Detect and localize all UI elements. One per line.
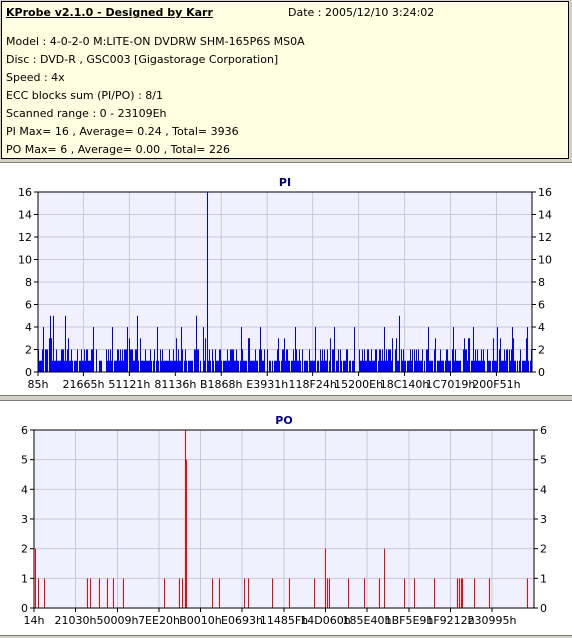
- pi-ytick-label-right: 10: [538, 254, 552, 267]
- pi-xtick-label: E3931h: [246, 378, 288, 391]
- po-xtick-label: 50009h: [97, 614, 139, 627]
- info-model: Model : 4-0-2-0 M:LITE-ON DVDRW SHM-165P…: [6, 35, 305, 48]
- pi-xtick-label: 200F51h: [472, 378, 520, 391]
- pi-xtick-label: 85h: [28, 378, 49, 391]
- pi-chart-panel: PI 0 0 2 2 4 4 6 6 8 8 10 10 12 12 14 14 16 16 85h 21665h 511…: [0, 162, 572, 396]
- pi-ytick-label-right: 4: [538, 321, 545, 334]
- po-xtick-label: E0693h: [221, 614, 263, 627]
- po-xtick-label: 230995h: [468, 614, 517, 627]
- info-po-stats: PO Max= 6 , Average= 0.00 , Total= 226: [6, 143, 230, 156]
- po-ytick-label-right: 1: [540, 572, 547, 585]
- pi-frame: [37, 191, 533, 373]
- po-xtick-label: 14D060h: [300, 614, 350, 627]
- po-xtick-label: 1BF5E9h: [385, 614, 434, 627]
- pi-title: PI: [279, 176, 291, 189]
- pi-ytick-label-right: 0: [538, 366, 545, 379]
- app-title: KProbe v2.1.0 - Designed by Karr: [6, 6, 213, 19]
- pi-ytick-label-left: 2: [25, 344, 32, 357]
- po-ytick-label-right: 6: [540, 424, 547, 437]
- po-ytick-label-right: 2: [540, 543, 547, 556]
- po-xtick-label: B0010h: [179, 614, 222, 627]
- pi-ytick-label-left: 10: [18, 254, 32, 267]
- pi-xtick-label: 21665h: [62, 378, 104, 391]
- info-ecc-sum: ECC blocks sum (PI/PO) : 8/1: [6, 89, 163, 102]
- pi-ytick-label-right: 8: [538, 276, 545, 289]
- po-xtick-label: 11485Fh: [260, 614, 308, 627]
- info-speed: Speed : 4x: [6, 71, 65, 84]
- po-ytick-label-left: 1: [21, 572, 28, 585]
- po-ytick-label-left: 6: [21, 424, 28, 437]
- po-frame: [33, 429, 535, 609]
- po-ytick-label-right: 4: [540, 483, 547, 496]
- pi-ytick-label-left: 6: [25, 299, 32, 312]
- pi-series: [38, 192, 532, 372]
- po-ytick-label-right: 0: [540, 602, 547, 615]
- pi-xtick-label: 81136h: [154, 378, 196, 391]
- po-chart-panel: PO 0 0 1 1 2 2 3 3 4 4 5 5 6 6 14h 21030h 50009h 7EE20h B00…: [0, 400, 572, 636]
- po-xtick-label: 21030h: [55, 614, 97, 627]
- pi-ytick-label-left: 16: [18, 186, 32, 199]
- po-xtick-label: 185E40h: [343, 614, 392, 627]
- po-xtick-label: 7EE20h: [138, 614, 180, 627]
- po-title: PO: [275, 414, 292, 427]
- pi-xtick-label: B1868h: [200, 378, 243, 391]
- pi-xtick-label: 51121h: [108, 378, 150, 391]
- pi-ytick-label-right: 6: [538, 299, 545, 312]
- info-disc: Disc : DVD-R , GSC003 [Gigastorage Corpo…: [6, 53, 279, 66]
- po-ytick-label-right: 5: [540, 454, 547, 467]
- pi-ytick-label-left: 12: [18, 231, 32, 244]
- po-xtick-label: 1F9212h: [426, 614, 474, 627]
- info-pi-stats: PI Max= 16 , Average= 0.24 , Total= 3936: [6, 125, 239, 138]
- pi-ytick-label-left: 14: [18, 209, 32, 222]
- info-panel: KProbe v2.1.0 - Designed by Karr Date : …: [1, 1, 569, 159]
- pi-ytick-label-left: 8: [25, 276, 32, 289]
- info-scanned-range: Scanned range : 0 - 23109Eh: [6, 107, 167, 120]
- po-series: [35, 430, 528, 608]
- scan-date: Date : 2005/12/10 3:24:02: [288, 6, 435, 19]
- po-ytick-label-left: 3: [21, 513, 28, 526]
- po-chart: PO 0 0 1 1 2 2 3 3 4 4 5 5 6 6 14h 21030h 50009h 7EE20h B00…: [21, 414, 547, 627]
- po-ytick-label-left: 0: [21, 602, 28, 615]
- po-ytick-label-left: 2: [21, 543, 28, 556]
- pi-ytick-label-left: 0: [25, 366, 32, 379]
- pi-chart: PI 0 0 2 2 4 4 6 6 8 8 10 10 12 12 14 14 16 16 85h 21665h 511…: [18, 176, 552, 391]
- pi-xtick-label: 1C7019h: [426, 378, 476, 391]
- pi-xtick-label: 18C140h: [380, 378, 430, 391]
- po-ytick-label-left: 5: [21, 454, 28, 467]
- pi-xtick-label: 118F24h: [289, 378, 337, 391]
- pi-ytick-label-left: 4: [25, 321, 32, 334]
- pi-xtick-label: 15200Eh: [334, 378, 383, 391]
- pi-ytick-label-right: 14: [538, 209, 552, 222]
- pi-ytick-label-right: 12: [538, 231, 552, 244]
- po-ytick-label-right: 3: [540, 513, 547, 526]
- po-xtick-label: 14h: [24, 614, 45, 627]
- pi-ytick-label-right: 16: [538, 186, 552, 199]
- po-ytick-label-left: 4: [21, 483, 28, 496]
- pi-ytick-label-right: 2: [538, 344, 545, 357]
